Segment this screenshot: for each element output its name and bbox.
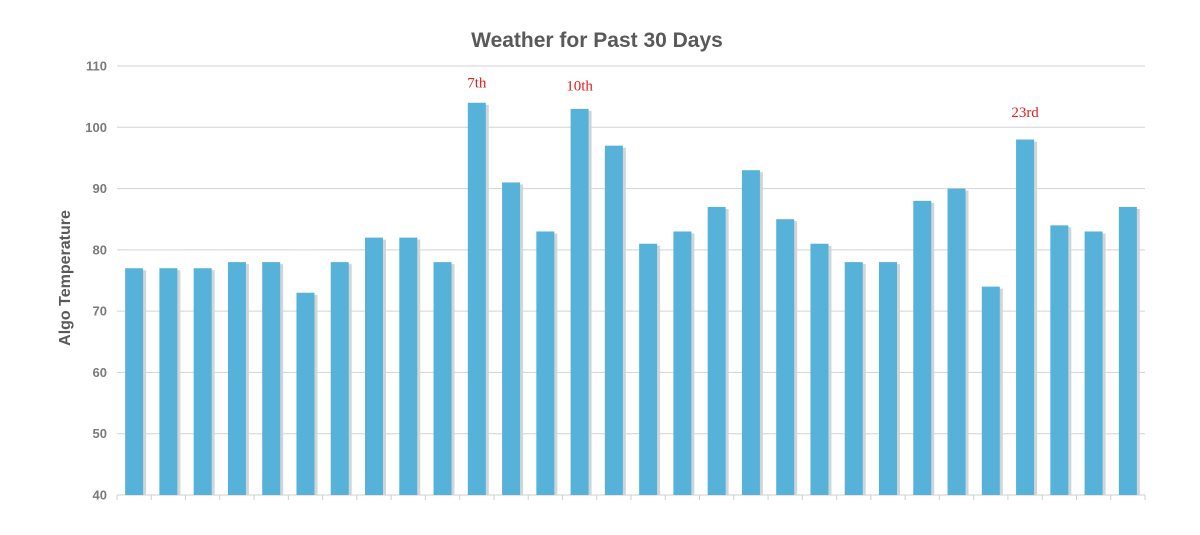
annotation-7th: 7th (467, 75, 487, 91)
bar-9 (399, 237, 418, 495)
annotation-10th: 10th (566, 79, 593, 95)
bar-21 (810, 243, 829, 495)
bar-23 (879, 262, 897, 495)
y-tick-label-90: 90 (93, 181, 107, 196)
bar-29 (1084, 231, 1103, 495)
bar-15 (604, 145, 623, 495)
y-tick-label-50: 50 (93, 426, 107, 441)
y-tick-label-100: 100 (85, 120, 107, 135)
bar-1 (125, 268, 144, 495)
chart-title: Weather for Past 30 Days (471, 29, 723, 52)
x-axis-ticks (116, 495, 1146, 500)
bar-17 (673, 231, 692, 495)
bar-12 (502, 182, 521, 495)
bar-25 (947, 188, 966, 496)
bar-4 (227, 262, 246, 495)
bar-19 (741, 170, 760, 495)
gridlines (117, 65, 1145, 496)
y-tick-label-60: 60 (93, 365, 107, 380)
bar-3 (193, 268, 212, 495)
bar-13 (536, 231, 555, 495)
bar-20 (776, 219, 795, 495)
bar-6 (296, 292, 315, 495)
annotation-23rd: 23rd (1011, 105, 1039, 121)
y-axis-ticks: 40 50 60 70 80 90 100 110 (85, 59, 107, 503)
annotations: 7th 10th 23rd (467, 75, 1039, 120)
y-axis-label: Algo Temperature (57, 210, 74, 346)
bar-22 (844, 262, 863, 495)
bar-14 (570, 108, 589, 496)
bar-10 (433, 262, 452, 495)
y-tick-label-70: 70 (93, 304, 107, 319)
y-tick-label-80: 80 (93, 242, 107, 257)
bar-26 (981, 286, 1000, 495)
bar-5 (262, 262, 281, 495)
y-tick-label-40: 40 (93, 488, 107, 503)
bars (125, 102, 1140, 496)
bar-28 (1050, 225, 1069, 496)
bar-2 (159, 268, 178, 495)
y-tick-label-110: 110 (86, 59, 107, 74)
bar-30 (1118, 206, 1137, 495)
bar-24 (913, 200, 932, 496)
bar-27 (1016, 139, 1035, 496)
bar-11 (467, 102, 486, 496)
bar-16 (639, 243, 658, 495)
bar-7 (330, 262, 349, 495)
bar-8 (365, 237, 383, 495)
bar-18 (707, 206, 726, 495)
